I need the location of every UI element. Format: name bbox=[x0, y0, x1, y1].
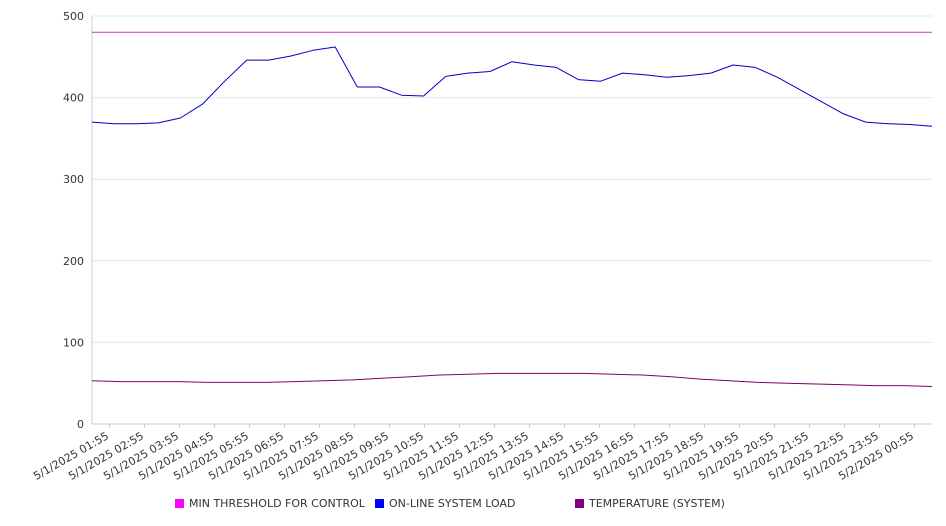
legend-item-system-load: ON-LINE SYSTEM LOAD bbox=[375, 497, 515, 510]
series-line-system-load bbox=[91, 46, 933, 127]
y-tick-label: 0 bbox=[77, 418, 84, 431]
y-tick-label: 500 bbox=[63, 10, 84, 23]
legend-label-temperature: TEMPERATURE (SYSTEM) bbox=[589, 497, 725, 510]
gridlines bbox=[92, 15, 932, 343]
legend: MIN THRESHOLD FOR CONTROL ON-LINE SYSTEM… bbox=[0, 497, 946, 517]
series-lines bbox=[91, 31, 933, 387]
axes bbox=[91, 16, 932, 425]
series-line-temperature bbox=[91, 372, 933, 387]
legend-item-min-threshold: MIN THRESHOLD FOR CONTROL bbox=[175, 497, 365, 510]
x-tick-labels: 5/1/2025 01:555/1/2025 02:555/1/2025 03:… bbox=[31, 424, 916, 483]
y-tick-label: 100 bbox=[63, 336, 84, 349]
legend-swatch-min-threshold bbox=[175, 499, 184, 508]
legend-swatch-system-load bbox=[375, 499, 384, 508]
legend-swatch-temperature bbox=[575, 499, 584, 508]
y-tick-label: 300 bbox=[63, 173, 84, 186]
y-tick-label: 400 bbox=[63, 92, 84, 105]
y-tick-labels: 0 100 200 300 400 500 bbox=[63, 10, 84, 431]
legend-label-system-load: ON-LINE SYSTEM LOAD bbox=[389, 497, 516, 510]
legend-label-min-threshold: MIN THRESHOLD FOR CONTROL bbox=[189, 497, 365, 510]
y-tick-label: 200 bbox=[63, 255, 84, 268]
legend-item-temperature: TEMPERATURE (SYSTEM) bbox=[575, 497, 725, 510]
